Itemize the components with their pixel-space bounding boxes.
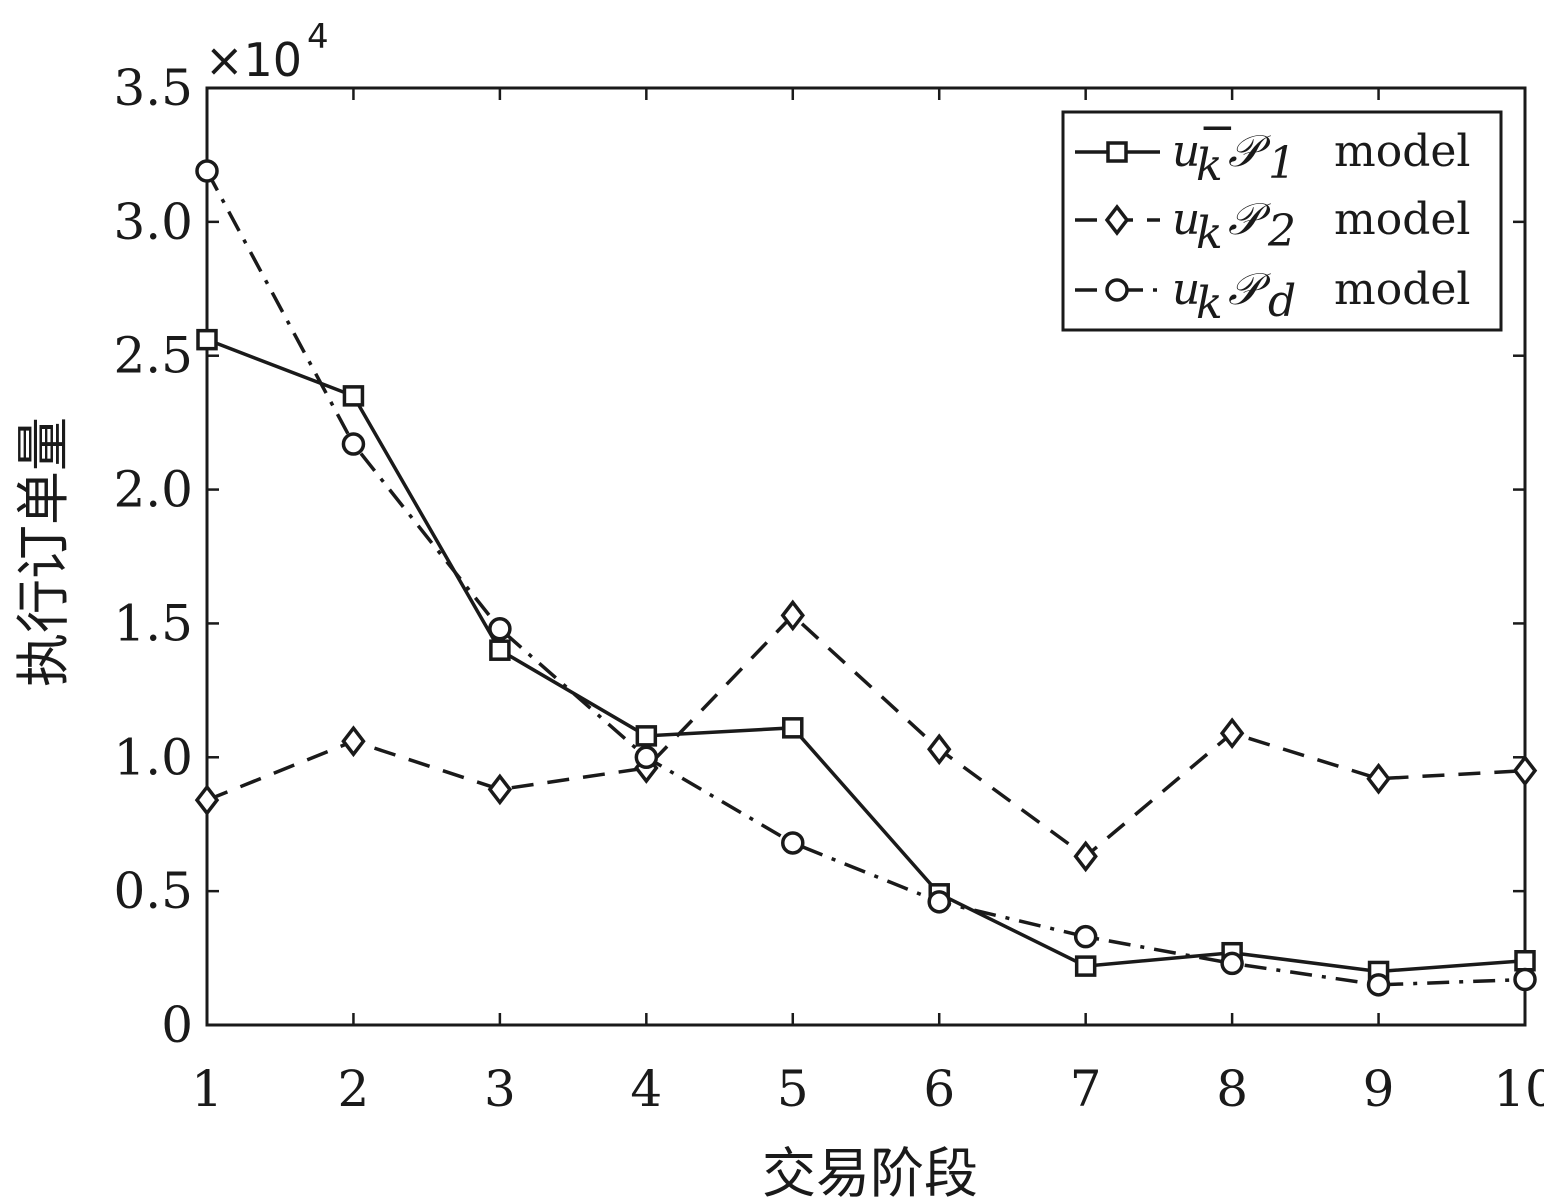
data-point [342,385,365,407]
y-axis: 0 0.5 1.0 1.5 2.0 2.5 3.0 3.5 [113,59,1525,1054]
y-tick-label: 2.0 [113,461,193,519]
y-tick-label: 0.5 [113,862,193,920]
data-point [1073,924,1098,949]
data-point [781,831,805,855]
legend-suffix: model [1334,194,1471,245]
series-2 [194,599,1538,873]
data-point [634,745,659,770]
legend-subscript: k [1196,140,1223,191]
y-axis-multiplier: ×10 [205,33,302,87]
x-tick-label: 3 [484,1060,516,1118]
series-line [206,612,1526,859]
data-point [1074,955,1097,977]
legend-superscript: − [1199,102,1236,153]
legend-variable: u [1172,126,1200,177]
x-tick-label: 2 [338,1060,370,1118]
data-point [1073,840,1098,873]
data-point [927,733,952,766]
data-point [488,617,512,641]
data-point [196,328,218,351]
y-axis-title: 执行订单量 [12,417,75,687]
series-1 [196,328,1536,983]
x-tick-label: 8 [1216,1060,1248,1118]
x-axis: 1 2 3 4 5 6 7 8 9 10 [191,88,1544,1118]
legend-suffix: model [1334,126,1471,177]
y-tick-label: 3.0 [113,193,193,251]
series-line [205,170,1526,987]
series-layer [194,159,1538,997]
data-point [341,432,366,456]
plot-area-frame [205,86,1527,1027]
y-tick-label: 1.5 [113,594,193,652]
data-point [782,717,804,739]
data-point [1513,967,1537,992]
x-tick-label: 7 [1070,1060,1102,1118]
x-axis-title: 交易阶段 [762,1142,978,1203]
series-3 [195,159,1537,997]
legend-marker [1106,141,1128,163]
legend-subscript: k [1196,208,1223,259]
legend-marker [1104,204,1130,236]
legend-variable: u [1172,264,1200,315]
y-axis-exponent: 4 [307,17,329,57]
data-point [1366,973,1391,997]
y-tick-label: 0 [161,996,193,1054]
legend-suffix: model [1334,264,1471,315]
data-point [1514,949,1536,972]
legend-marker [1105,278,1129,302]
x-tick-label: 10 [1493,1060,1544,1118]
legend-model-subscript: 2 [1267,206,1296,257]
data-point [1219,717,1245,750]
y-tick-label: 2.5 [113,327,193,385]
legend-entry: uk−𝒫 1 model [1075,102,1471,191]
x-tick-label: 1 [191,1060,223,1118]
legend-entry: uk 𝒫 2 model [1075,194,1471,259]
x-tick-label: 6 [923,1060,955,1118]
data-point [489,639,511,661]
y-tick-label: 1.0 [113,728,193,786]
x-tick-label: 9 [1363,1060,1395,1118]
data-point [635,725,658,747]
data-point [194,784,220,816]
data-point [1512,754,1538,787]
data-point [1220,951,1244,976]
data-point [487,773,513,806]
data-point [195,159,219,183]
y-tick-label: 3.5 [113,59,193,117]
data-point [927,890,951,914]
x-tick-label: 4 [630,1060,662,1118]
data-point [1366,762,1391,795]
legend-model-subscript: 1 [1268,138,1296,189]
legend-model-subscript: d [1268,276,1296,327]
data-point [780,599,805,632]
legend-subscript: k [1196,278,1223,329]
x-tick-label: 5 [777,1060,809,1118]
legend-variable: u [1172,194,1200,245]
data-point [341,725,366,758]
legend-box [1061,110,1503,332]
series-line [206,338,1526,974]
